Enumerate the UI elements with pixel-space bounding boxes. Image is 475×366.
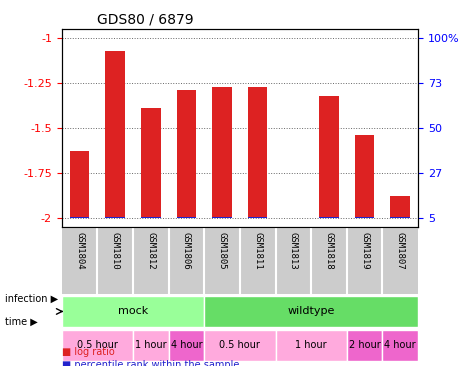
Bar [177,217,196,218]
Text: 1 hour: 1 hour [135,340,167,350]
FancyBboxPatch shape [204,296,418,327]
FancyBboxPatch shape [204,330,276,361]
Text: GSM1811: GSM1811 [253,232,262,270]
Bar [355,217,374,218]
Text: time ▶: time ▶ [5,317,38,327]
Text: GSM1804: GSM1804 [75,232,84,270]
Bar [70,151,89,218]
Bar [105,51,125,218]
Text: GSM1807: GSM1807 [396,232,405,270]
FancyBboxPatch shape [62,296,204,327]
Bar [248,217,267,218]
FancyBboxPatch shape [169,330,204,361]
Bar [390,196,410,218]
Text: 4 hour: 4 hour [171,340,202,350]
Bar [319,217,339,218]
FancyBboxPatch shape [276,330,347,361]
Bar [141,108,161,218]
Bar [177,90,196,218]
Text: 2 hour: 2 hour [349,340,380,350]
Text: infection ▶: infection ▶ [5,293,58,303]
Text: ■ percentile rank within the sample: ■ percentile rank within the sample [62,360,239,366]
Text: GSM1810: GSM1810 [111,232,120,270]
Bar [212,87,232,218]
FancyBboxPatch shape [62,330,133,361]
Text: GSM1819: GSM1819 [360,232,369,270]
Bar [319,96,339,218]
Text: 0.5 hour: 0.5 hour [219,340,260,350]
Text: ■ log ratio: ■ log ratio [62,347,114,357]
Bar [105,217,125,218]
Bar [355,135,374,218]
FancyBboxPatch shape [133,330,169,361]
Text: GSM1805: GSM1805 [218,232,227,270]
Text: GSM1806: GSM1806 [182,232,191,270]
FancyBboxPatch shape [347,330,382,361]
FancyBboxPatch shape [382,330,418,361]
Bar [248,87,267,218]
Text: 4 hour: 4 hour [384,340,416,350]
Text: GSM1813: GSM1813 [289,232,298,270]
Text: GDS80 / 6879: GDS80 / 6879 [97,13,194,27]
Text: GSM1818: GSM1818 [324,232,333,270]
Bar [141,217,161,218]
Text: wildtype: wildtype [287,306,335,317]
Text: GSM1812: GSM1812 [146,232,155,270]
Text: 1 hour: 1 hour [295,340,327,350]
Bar [212,217,232,218]
Bar [390,217,410,218]
Text: mock: mock [118,306,148,317]
Text: 0.5 hour: 0.5 hour [77,340,118,350]
